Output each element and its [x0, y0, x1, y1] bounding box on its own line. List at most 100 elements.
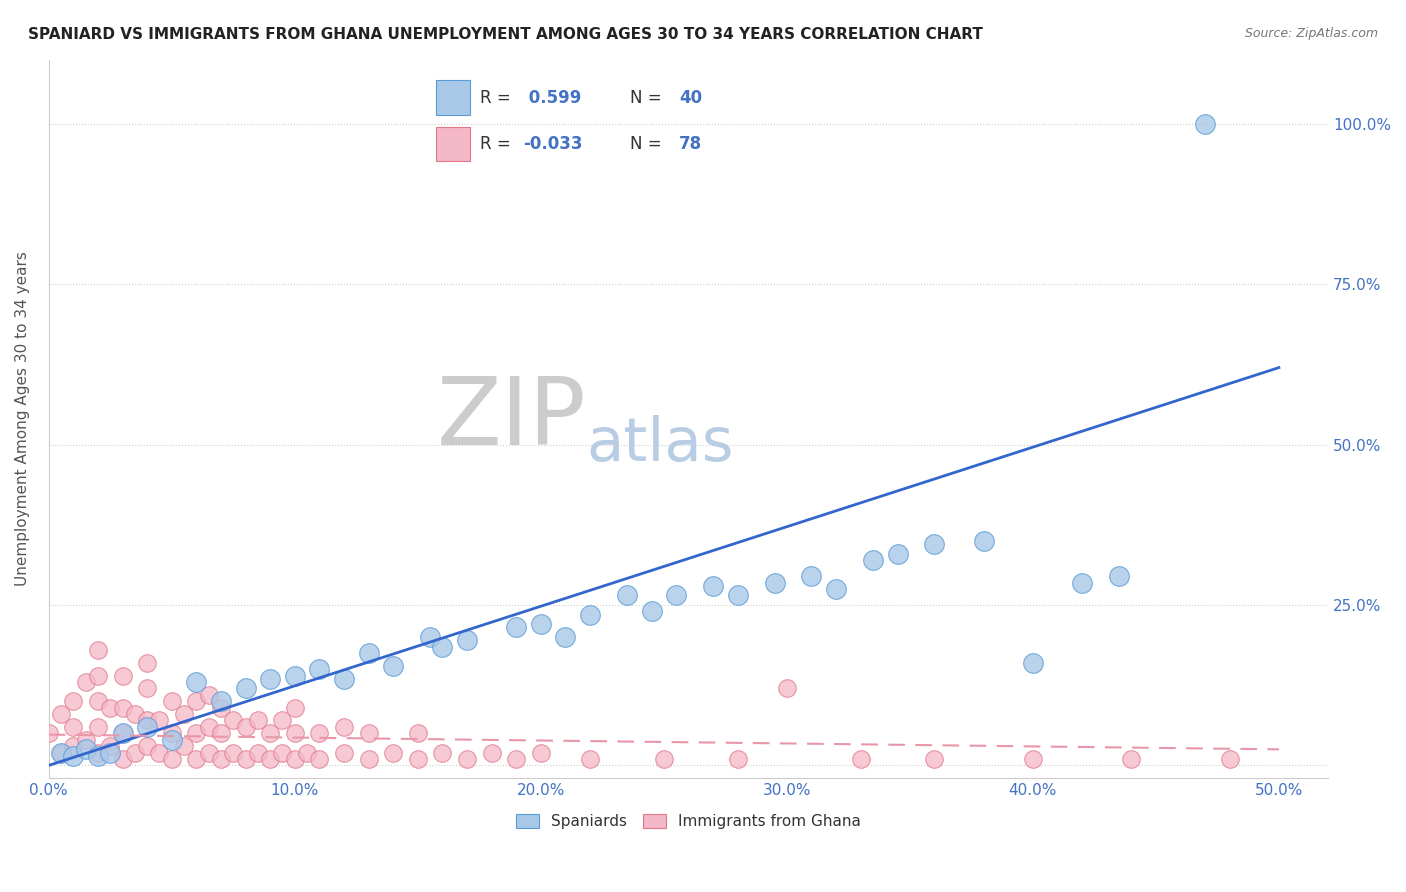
Point	[136, 714, 159, 728]
Point	[665, 588, 688, 602]
Point	[579, 607, 602, 622]
Point	[87, 746, 110, 760]
Point	[333, 672, 356, 686]
Point	[75, 675, 97, 690]
Point	[825, 582, 848, 596]
Point	[406, 752, 429, 766]
Point	[333, 746, 356, 760]
Point	[136, 720, 159, 734]
Point	[197, 746, 219, 760]
Point	[530, 617, 553, 632]
Point	[98, 700, 121, 714]
Point	[49, 746, 72, 760]
Point	[308, 662, 330, 676]
Point	[1219, 752, 1241, 766]
Point	[160, 694, 183, 708]
Point	[271, 746, 294, 760]
Point	[98, 739, 121, 753]
Point	[284, 726, 307, 740]
Point	[222, 746, 245, 760]
Point	[160, 752, 183, 766]
Point	[209, 700, 232, 714]
Point	[530, 746, 553, 760]
Point	[1022, 656, 1045, 670]
Point	[246, 746, 269, 760]
Point	[98, 746, 121, 760]
Point	[727, 588, 749, 602]
Point	[111, 752, 134, 766]
Point	[235, 681, 257, 696]
Point	[1121, 752, 1143, 766]
Point	[382, 659, 405, 673]
Point	[209, 726, 232, 740]
Point	[1071, 575, 1094, 590]
Point	[406, 726, 429, 740]
Point	[173, 739, 195, 753]
Point	[419, 630, 441, 644]
Point	[924, 537, 946, 551]
Point	[148, 714, 170, 728]
Point	[235, 752, 257, 766]
Point	[209, 752, 232, 766]
Text: Source: ZipAtlas.com: Source: ZipAtlas.com	[1244, 27, 1378, 40]
Point	[222, 714, 245, 728]
Point	[62, 720, 84, 734]
Point	[652, 752, 675, 766]
Point	[62, 694, 84, 708]
Point	[505, 620, 527, 634]
Point	[973, 533, 995, 548]
Point	[886, 547, 908, 561]
Point	[235, 720, 257, 734]
Point	[87, 694, 110, 708]
Point	[75, 742, 97, 756]
Point	[849, 752, 872, 766]
Point	[111, 700, 134, 714]
Point	[308, 752, 330, 766]
Point	[186, 675, 208, 690]
Point	[284, 700, 307, 714]
Point	[259, 726, 281, 740]
Point	[186, 694, 208, 708]
Point	[87, 643, 110, 657]
Legend: Spaniards, Immigrants from Ghana: Spaniards, Immigrants from Ghana	[510, 808, 866, 835]
Point	[616, 588, 638, 602]
Point	[554, 630, 576, 644]
Point	[259, 672, 281, 686]
Point	[271, 714, 294, 728]
Point	[284, 752, 307, 766]
Point	[197, 688, 219, 702]
Point	[432, 746, 454, 760]
Point	[87, 668, 110, 682]
Point	[333, 720, 356, 734]
Point	[111, 668, 134, 682]
Point	[284, 668, 307, 682]
Point	[124, 707, 146, 722]
Text: ZIP: ZIP	[436, 373, 586, 465]
Point	[1108, 569, 1130, 583]
Point	[186, 752, 208, 766]
Point	[111, 726, 134, 740]
Point	[49, 746, 72, 760]
Point	[579, 752, 602, 766]
Point	[800, 569, 823, 583]
Point	[62, 739, 84, 753]
Y-axis label: Unemployment Among Ages 30 to 34 years: Unemployment Among Ages 30 to 34 years	[15, 252, 30, 586]
Point	[173, 707, 195, 722]
Point	[49, 707, 72, 722]
Text: atlas: atlas	[586, 415, 734, 474]
Point	[1194, 117, 1216, 131]
Point	[124, 746, 146, 760]
Text: SPANIARD VS IMMIGRANTS FROM GHANA UNEMPLOYMENT AMONG AGES 30 TO 34 YEARS CORRELA: SPANIARD VS IMMIGRANTS FROM GHANA UNEMPL…	[28, 27, 983, 42]
Point	[197, 720, 219, 734]
Point	[246, 714, 269, 728]
Point	[136, 681, 159, 696]
Point	[776, 681, 799, 696]
Point	[505, 752, 527, 766]
Point	[862, 553, 884, 567]
Point	[38, 726, 60, 740]
Point	[727, 752, 749, 766]
Point	[481, 746, 503, 760]
Point	[1022, 752, 1045, 766]
Point	[62, 748, 84, 763]
Point	[186, 726, 208, 740]
